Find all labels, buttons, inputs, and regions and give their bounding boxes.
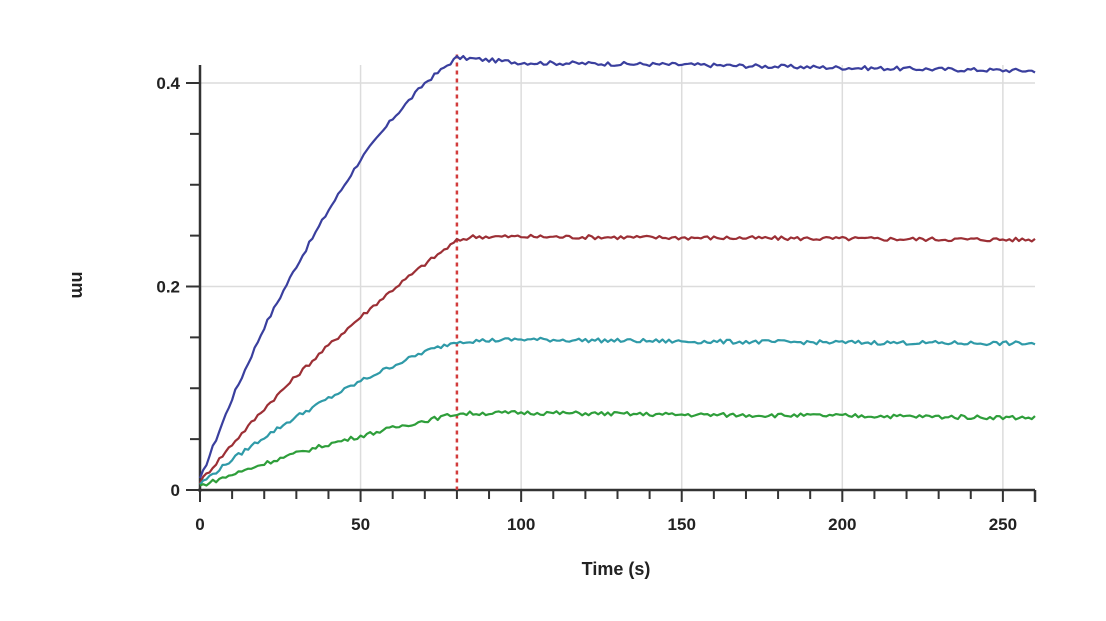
label-layer: Time (s) nm 0 50 100 150 200 250 0 0.2 0.4 <box>68 74 1017 579</box>
x-tick-label: 50 <box>351 515 370 534</box>
x-tick-label: 200 <box>828 515 856 534</box>
series-line-3 <box>199 336 1036 486</box>
x-axis-title: Time (s) <box>582 559 651 579</box>
y-tick-label: 0 <box>171 481 180 500</box>
series-line-2 <box>199 233 1036 484</box>
series-line-4 <box>199 410 1036 487</box>
x-tick-label: 100 <box>507 515 535 534</box>
grid-layer <box>200 65 1035 490</box>
series-line-1 <box>198 54 1036 479</box>
x-tick-label: 150 <box>668 515 696 534</box>
series-layer <box>198 54 1036 487</box>
y-tick-label: 0.4 <box>156 74 180 93</box>
y-tick-label: 0.2 <box>156 278 180 297</box>
axes-layer <box>186 65 1037 502</box>
y-axis-title: nm <box>68 272 88 299</box>
x-tick-label: 0 <box>195 515 204 534</box>
x-tick-label: 250 <box>989 515 1017 534</box>
